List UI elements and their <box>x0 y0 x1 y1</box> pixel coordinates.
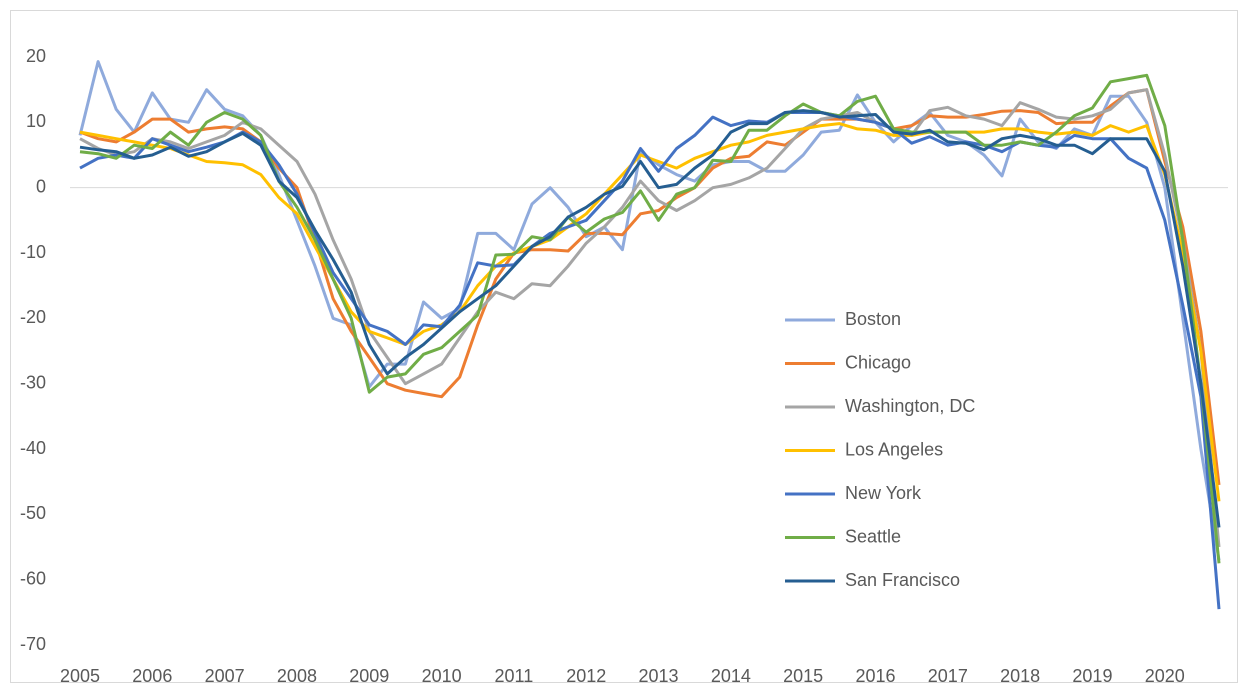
series-line <box>79 88 1221 548</box>
y-tick-label: -40 <box>20 438 46 458</box>
legend-label: New York <box>845 483 922 503</box>
x-tick-label: 2005 <box>60 666 100 686</box>
x-tick-label: 2014 <box>711 666 751 686</box>
y-tick-label: -20 <box>20 307 46 327</box>
x-tick-label: 2017 <box>928 666 968 686</box>
series-line <box>79 109 1221 528</box>
x-tick-label: 2011 <box>495 666 534 686</box>
legend-label: Chicago <box>845 352 911 372</box>
legend-label: Los Angeles <box>845 439 943 459</box>
y-tick-label: 20 <box>26 46 46 66</box>
y-tick-label: -60 <box>20 568 46 588</box>
series-line <box>79 73 1221 564</box>
legend-label: Seattle <box>845 526 901 546</box>
y-tick-label: -50 <box>20 503 46 523</box>
x-tick-label: 2019 <box>1072 666 1112 686</box>
x-tick-label: 2020 <box>1145 666 1185 686</box>
legend-label: Boston <box>845 309 901 329</box>
x-tick-label: 2016 <box>855 666 895 686</box>
y-tick-label: -10 <box>20 242 46 262</box>
x-tick-label: 2018 <box>1000 666 1040 686</box>
y-tick-label: 10 <box>26 111 46 131</box>
x-tick-label: 2006 <box>132 666 172 686</box>
chart-frame <box>10 10 1238 683</box>
legend-label: Washington, DC <box>845 396 975 416</box>
x-tick-label: 2013 <box>639 666 679 686</box>
x-tick-label: 2012 <box>566 666 606 686</box>
x-tick-label: 2010 <box>422 666 462 686</box>
y-tick-label: 0 <box>36 176 46 196</box>
x-tick-label: 2009 <box>349 666 389 686</box>
y-tick-label: -70 <box>20 634 46 654</box>
y-tick-label: -30 <box>20 372 46 392</box>
x-tick-label: 2008 <box>277 666 317 686</box>
x-tick-label: 2007 <box>205 666 245 686</box>
legend-label: San Francisco <box>845 570 960 590</box>
x-tick-label: 2015 <box>783 666 823 686</box>
